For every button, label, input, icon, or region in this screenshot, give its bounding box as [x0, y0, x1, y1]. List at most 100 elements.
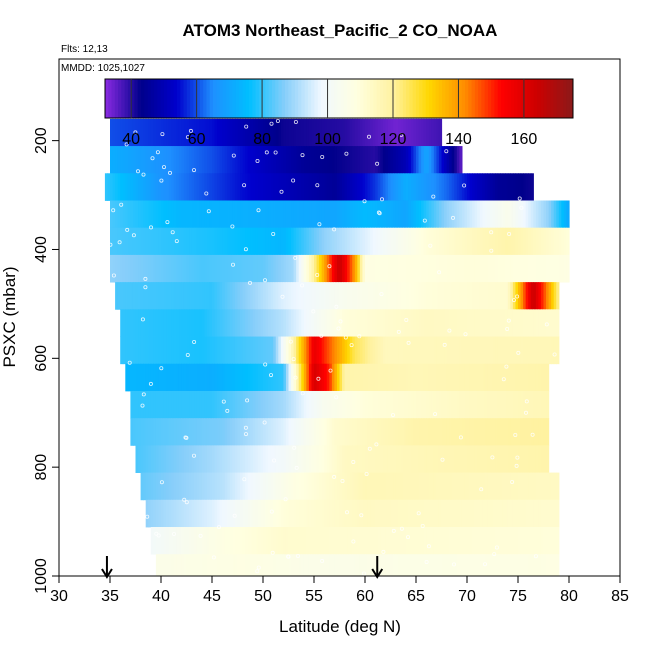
heatmap-cell [551, 309, 555, 337]
heatmap-cell [334, 118, 338, 147]
heatmap-cell [209, 390, 213, 419]
heatmap-cell [441, 390, 445, 419]
heatmap-cell [370, 499, 374, 528]
heatmap-cell [257, 554, 262, 577]
heatmap-cell [400, 118, 404, 147]
colorbar-swatch [340, 79, 345, 118]
heatmap-cell [556, 227, 560, 256]
heatmap-cell [390, 445, 394, 473]
heatmap-cell [456, 390, 460, 419]
heatmap-cell [375, 173, 379, 201]
heatmap-cell [336, 282, 341, 310]
heatmap-cell [393, 390, 397, 419]
heatmap-cell [523, 554, 527, 577]
heatmap-cell [431, 445, 435, 473]
heatmap-cell [339, 499, 343, 528]
heatmap-cell [387, 227, 392, 256]
heatmap-cell [191, 527, 195, 555]
heatmap-cell [278, 282, 282, 310]
heatmap-cell [421, 309, 425, 337]
heatmap-cell [459, 445, 463, 473]
heatmap-cell [418, 363, 422, 392]
heatmap-cell [183, 173, 188, 201]
heatmap-cell [410, 309, 415, 337]
heatmap-cell [186, 363, 190, 392]
heatmap-cell [329, 282, 333, 310]
heatmap-cell [464, 309, 468, 337]
heatmap-cell [454, 363, 458, 392]
heatmap-cell [349, 527, 353, 555]
heatmap-cell [533, 418, 537, 446]
heatmap-cell [357, 554, 361, 577]
heatmap-cell [280, 445, 284, 473]
heatmap-cell [553, 200, 557, 229]
observation-point [191, 453, 196, 458]
heatmap-cell [495, 527, 499, 555]
heatmap-cell [423, 499, 427, 528]
heatmap-cell [255, 200, 259, 229]
heatmap-cell [540, 336, 545, 365]
heatmap-cell [342, 390, 346, 419]
heatmap-cell [257, 390, 262, 419]
heatmap-cell [268, 227, 272, 256]
heatmap-cell [268, 499, 272, 528]
heatmap-cell [275, 445, 279, 473]
heatmap-cell [446, 173, 450, 201]
observation-point [513, 432, 518, 437]
heatmap-cell [326, 418, 330, 446]
y-tick-label: 600 [33, 345, 50, 372]
heatmap-cell [380, 363, 384, 392]
heatmap-cell [301, 418, 305, 446]
heatmap-cell [421, 472, 425, 501]
heatmap-cell [222, 309, 226, 337]
heatmap-cell [201, 254, 205, 283]
heatmap-cell [469, 499, 473, 528]
heatmap-cell [354, 363, 358, 392]
heatmap-cell [380, 146, 384, 174]
colorbar-swatch [478, 79, 482, 118]
heatmap-cell [431, 282, 435, 310]
heatmap-cell [535, 309, 539, 337]
heatmap-cell [171, 336, 175, 365]
heatmap-cell [497, 390, 501, 419]
observation-point [501, 377, 506, 382]
heatmap-cell [510, 309, 514, 337]
heatmap-cell [563, 200, 568, 229]
heatmap-cell [291, 363, 295, 392]
heatmap-cell [395, 309, 399, 337]
observation-point [391, 528, 396, 533]
heatmap-cell [342, 282, 346, 310]
heatmap-cell [148, 146, 152, 174]
colorbar-swatch [190, 79, 194, 118]
heatmap-cell [329, 227, 333, 256]
heatmap-cell [145, 173, 149, 201]
heatmap-cell [140, 254, 144, 283]
heatmap-cell [543, 390, 547, 419]
colorbar-swatch [376, 79, 381, 118]
heatmap-cell [250, 499, 254, 528]
heatmap-cell [285, 227, 290, 256]
heatmap-cell [362, 418, 366, 446]
heatmap-cell [431, 118, 435, 147]
heatmap-cell [173, 173, 177, 201]
observation-point [160, 132, 165, 137]
colorbar-swatch [216, 79, 221, 118]
heatmap-cell [183, 227, 188, 256]
heatmap-cell [446, 554, 450, 577]
heatmap-cell [375, 200, 379, 229]
observation-point [479, 487, 484, 492]
heatmap-cell [273, 282, 277, 310]
heatmap-cell [436, 418, 440, 446]
heatmap-cell [495, 363, 499, 392]
heatmap-cell [201, 527, 205, 555]
heatmap-cell [186, 309, 190, 337]
observation-point [431, 194, 436, 199]
heatmap-cell [413, 336, 417, 365]
heatmap-cell [546, 445, 550, 473]
colorbar-swatch [353, 79, 358, 118]
heatmap-cell [444, 554, 448, 577]
heatmap-cell [316, 445, 320, 473]
heatmap-cell [257, 527, 262, 555]
heatmap-cell [316, 118, 320, 147]
heatmap-cell [324, 554, 328, 577]
